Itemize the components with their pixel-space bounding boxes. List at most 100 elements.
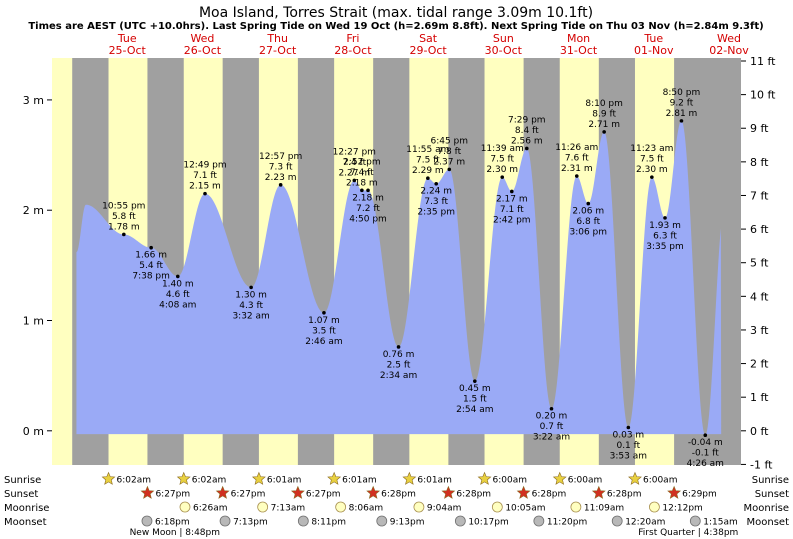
y-left-tick-label: 3 m [23, 94, 44, 107]
tide-label: 11:26 am [555, 143, 598, 153]
moonset-time: 7:13pm [233, 518, 268, 528]
tide-label: 2.18 m [346, 178, 378, 188]
y-right-tick-label: 3 ft [750, 324, 769, 337]
day-date: 02-Nov [709, 44, 749, 57]
moonset-icon [454, 515, 466, 527]
sunset-icon [140, 485, 155, 499]
tide-point [549, 406, 554, 411]
tide-point [663, 216, 667, 220]
tide-label: 7.3 ft [269, 162, 293, 172]
sunset-time: 6:28pm [381, 490, 416, 500]
moonset-time: 10:17pm [468, 518, 508, 528]
moonrise-icon [570, 501, 582, 513]
moonrise-icon [649, 501, 660, 513]
sunrise-icon [628, 471, 642, 485]
row-label-moonrise: Moonrise [4, 503, 49, 514]
y-left-tick-label: 1 m [23, 315, 44, 328]
moonrise-icon [491, 501, 503, 513]
tide-label: 8.9 ft [592, 109, 616, 119]
moonset-icon [297, 515, 309, 527]
tide-point [586, 201, 591, 206]
tide-label: 7.5 ft [640, 155, 664, 165]
tide-label: 8:10 pm [585, 99, 623, 109]
sunset-icon [441, 485, 456, 499]
sunrise-icon [552, 471, 567, 485]
row-label-moonset: Moonset [747, 517, 790, 528]
tide-label: 1.30 m [235, 290, 267, 300]
tide-label: 3:22 am [533, 433, 570, 443]
tide-annotations: 10:55 pm5.8 ft1.78 m1.66 m5.4 ft7:38 pm1… [102, 88, 724, 469]
tide-point [360, 188, 364, 193]
tide-label: 2.18 m [352, 193, 384, 203]
sunset-time: 6:29pm [682, 490, 717, 500]
tide-label: 12:57 pm [259, 152, 302, 162]
tide-point [434, 181, 439, 186]
day-name: Thu [266, 32, 288, 45]
moonrise-time: 8:06am [349, 504, 384, 514]
tide-label: 2:54 am [456, 405, 493, 415]
tide-label: 8:50 pm [663, 88, 701, 98]
tide-label: 2.17 m [496, 194, 528, 204]
moonset-icon [141, 515, 153, 527]
day-date: 01-Nov [634, 44, 674, 57]
moonrise-icon [413, 501, 425, 513]
moonrise-icon [335, 501, 347, 513]
moonset-icon [219, 515, 231, 527]
tide-point [650, 175, 654, 179]
row-label-moonrise: Moonrise [744, 503, 789, 514]
y-right-tick-label: 9 ft [750, 122, 769, 135]
day-name: Wed [190, 32, 214, 45]
tide-label: 2.06 m [572, 207, 604, 217]
tide-label: 2.81 m [666, 109, 698, 119]
moonset-icon [533, 515, 545, 527]
tide-label: 3:32 am [232, 311, 269, 321]
tide-label: 7.1 ft [500, 205, 524, 215]
tide-label: 2.71 m [588, 120, 620, 130]
tide-label: 0.03 m [613, 430, 645, 440]
sunrise-time: 6:01am [267, 476, 302, 486]
sunrise-icon [101, 471, 116, 485]
tide-label: 7.3 ft [424, 197, 448, 207]
tide-label: 2:42 pm [493, 215, 531, 225]
tide-label: 7:29 pm [508, 115, 546, 125]
day-headers: Tue25-OctWed26-OctThu27-OctFri28-OctSat2… [109, 32, 750, 57]
tide-label: 3:06 pm [569, 228, 607, 238]
sunset-time: 6:27pm [231, 490, 266, 500]
sunset-time: 6:28pm [456, 490, 491, 500]
tide-label: 5.8 ft [112, 212, 136, 222]
moonset-time: 12:20am [625, 518, 665, 528]
day-name: Sat [419, 32, 438, 45]
y-right-tick-label: 5 ft [750, 257, 769, 270]
row-label-sunrise: Sunrise [752, 475, 789, 486]
moonset-icon [611, 515, 623, 527]
sunset-icon [290, 485, 305, 499]
y-right-tick-label: 10 ft [750, 89, 776, 102]
tide-label: 1.78 m [108, 222, 140, 232]
row-label-sunrise: Sunrise [4, 475, 41, 486]
moonset-icon [689, 515, 701, 527]
day-name: Tue [117, 32, 137, 45]
y-right-tick-label: 8 ft [750, 156, 769, 169]
tide-label: 1.07 m [308, 316, 340, 326]
y-left-tick-label: 0 m [23, 425, 44, 438]
tide-label: 4:26 am [687, 459, 724, 469]
tide-label: 3.5 ft [312, 326, 336, 336]
y-right-tick-label: 7 ft [750, 189, 769, 202]
tide-label: 2.56 m [511, 136, 543, 146]
y-right-tick-label: 4 ft [750, 290, 769, 303]
tide-point [447, 167, 452, 172]
y-right-tick-label: 2 ft [750, 358, 769, 371]
moonset-time: 8:11pm [311, 518, 346, 528]
sunrise-time: 6:00am [643, 476, 678, 486]
tide-point [473, 379, 477, 383]
moonrise-time: 7:13am [271, 504, 306, 514]
moonrise-time: 12:12pm [662, 504, 702, 514]
tide-label: 3:35 pm [646, 242, 684, 252]
day-date: 28-Oct [334, 44, 372, 57]
day-name: Sun [493, 32, 514, 45]
sunset-time: 6:27pm [306, 490, 341, 500]
axes: 0 m 1 m 2 m 3 m -1 ft 0 ft 1 ft 2 ft 3 ft 4 ft 5 f… [23, 55, 776, 471]
moonset-time: 11:20pm [547, 518, 587, 528]
sunset-icon [667, 485, 682, 499]
tide-point [574, 174, 579, 178]
